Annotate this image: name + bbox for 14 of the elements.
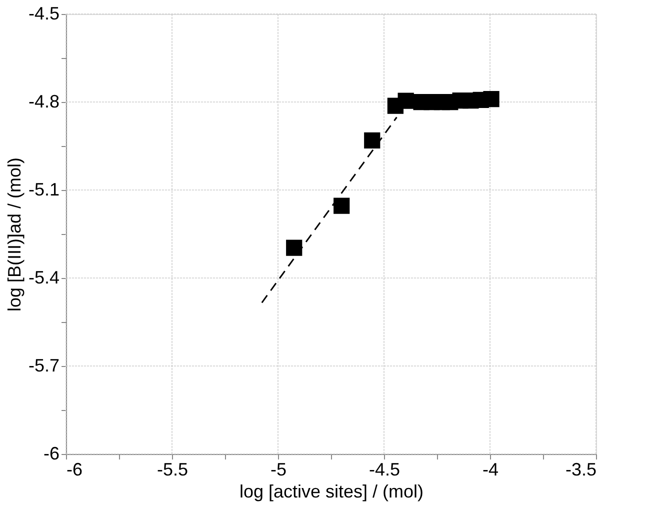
y-tick-label: -5.1 [28,180,60,200]
y-tick-label: -6 [43,444,60,464]
x-tick-label: -5 [270,460,287,480]
x-axis-title: log [active sites] / (mol) [239,482,424,502]
y-tick-label: -5.4 [28,268,60,288]
x-tick-label: -5.5 [156,460,188,480]
y-axis-title: log [B(III)]ad / (mol) [4,157,24,312]
y-tick-label: -4.5 [28,4,60,24]
x-tick-label: -6 [66,460,83,480]
x-tick-label: -4.5 [368,460,400,480]
y-tick-label: -4.8 [28,92,60,112]
y-tick-label: -5.7 [28,356,60,376]
x-tick-label: -4 [482,460,499,480]
x-tick-label: -3.5 [565,460,596,480]
